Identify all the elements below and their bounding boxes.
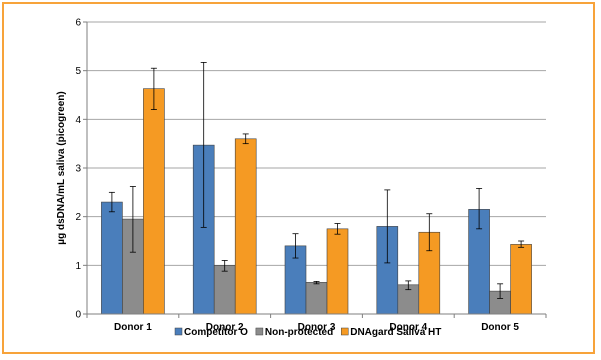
bar-competitor-o-1 xyxy=(101,201,123,315)
legend-swatch xyxy=(255,327,264,336)
legend-swatch xyxy=(340,327,349,336)
axes xyxy=(83,21,547,318)
error-bars xyxy=(108,61,525,299)
y-tick-labels: 0 1 2 3 4 5 6 xyxy=(75,18,81,321)
x-category-label: Donor 3 xyxy=(298,322,336,333)
bar-dnagard-saliva-ht-5 xyxy=(510,244,532,315)
x-category-label: Donor 2 xyxy=(206,322,244,333)
y-tick-label: 1 xyxy=(75,261,81,272)
y-tick-label: 5 xyxy=(75,66,81,77)
bars xyxy=(101,88,532,315)
y-tick-label: 0 xyxy=(75,310,81,321)
y-tick-label: 2 xyxy=(75,212,81,223)
bar-dnagard-saliva-ht-2 xyxy=(234,138,257,315)
x-category-label: Donor 5 xyxy=(481,322,519,333)
x-category-labels: Donor 1 Donor 2 Donor 3 Donor 4 Donor 5 xyxy=(114,322,519,333)
bar-non-protected-2 xyxy=(213,265,236,315)
x-category-label: Donor 4 xyxy=(389,322,427,333)
y-tick-label: 6 xyxy=(75,18,81,29)
legend-label: Non-protected xyxy=(265,327,333,338)
y-tick-label: 4 xyxy=(75,115,81,126)
y-tick-label: 3 xyxy=(75,164,81,175)
bar-dnagard-saliva-ht-1 xyxy=(143,88,165,315)
bar-dnagard-saliva-ht-3 xyxy=(326,228,349,315)
x-category-label: Donor 1 xyxy=(114,322,152,333)
legend-swatch xyxy=(174,327,183,336)
y-axis-label: µg dsDNA/mL saliva (picogreen) xyxy=(56,91,67,244)
legend: Competitor O Non-protected DNAgard Saliva … xyxy=(174,327,441,338)
legend-label: DNAgard Saliva HT xyxy=(350,327,441,338)
legend-label: Competitor O xyxy=(184,327,248,338)
bar-non-protected-3 xyxy=(305,282,328,315)
